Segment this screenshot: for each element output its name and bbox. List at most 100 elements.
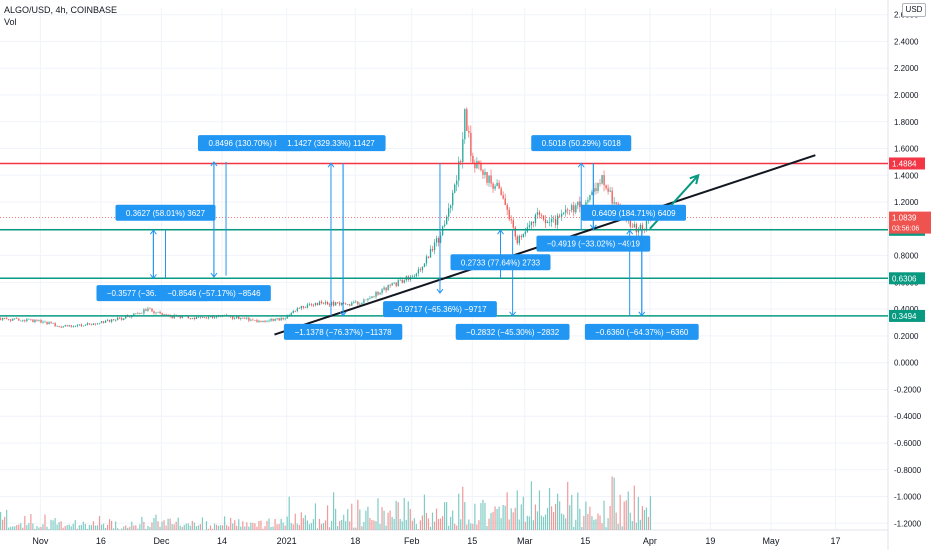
volume-bar — [505, 506, 506, 530]
volume-bar — [327, 505, 328, 530]
candle-body — [293, 311, 294, 313]
volume-bar — [266, 521, 267, 530]
volume-bar — [359, 510, 360, 530]
candle-body — [599, 183, 600, 184]
candle-body — [591, 192, 592, 195]
measurement-label: −1.1378 (−76.37%) −11378 — [295, 328, 393, 337]
volume-bar — [6, 510, 7, 530]
candle-body — [272, 319, 273, 321]
candle-body — [565, 210, 566, 213]
volume-bar — [486, 526, 487, 530]
candle-body — [525, 232, 526, 234]
measurement-label: −0.2832 (−45.30%) −2832 — [466, 328, 560, 337]
candle-body — [85, 325, 86, 326]
volume-bar — [75, 520, 76, 530]
volume-bar — [168, 519, 169, 530]
volume-bar — [321, 524, 322, 530]
volume-bar — [537, 511, 538, 530]
volume-bar — [153, 518, 154, 530]
volume-bar — [50, 520, 51, 530]
candle-body — [438, 238, 439, 243]
volume-bar — [406, 520, 407, 530]
symbol-label: ALGO/USD, 4h, COINBASE — [4, 4, 117, 16]
volume-bar — [496, 509, 497, 530]
volume-bar — [551, 506, 552, 530]
candle-body — [468, 131, 469, 133]
time-tick-label: 17 — [831, 536, 841, 546]
volume-bar — [250, 523, 251, 530]
volume-bar — [387, 513, 388, 530]
candle-body — [319, 302, 320, 306]
candle-body — [281, 318, 282, 320]
candle-body — [121, 318, 122, 320]
volume-bar — [14, 526, 15, 530]
candle-body — [614, 202, 615, 203]
volume-bar — [95, 525, 96, 530]
volume-bar — [375, 521, 376, 530]
volume-bar — [337, 526, 338, 530]
candle-body — [418, 269, 419, 273]
candle-body — [632, 227, 633, 228]
candle-body — [238, 317, 239, 319]
candle-body — [492, 184, 493, 189]
volume-bar — [618, 524, 619, 530]
candle-body — [111, 319, 112, 321]
candle-body — [208, 317, 209, 318]
volume-bar — [501, 518, 502, 530]
candle-body — [200, 317, 201, 318]
candle-body — [264, 321, 265, 322]
candle-body — [117, 318, 118, 320]
volume-bar — [196, 526, 197, 530]
volume-bar — [283, 522, 284, 530]
volume-bar — [539, 490, 540, 530]
candle-body — [541, 215, 542, 216]
volume-bar — [117, 528, 118, 530]
candle-body — [466, 109, 467, 131]
volume-bar — [147, 526, 148, 530]
volume-bar — [331, 521, 332, 530]
volume-bar — [10, 527, 11, 530]
candle-body — [549, 222, 550, 223]
volume-label: Vol — [4, 16, 117, 28]
volume-bar — [630, 513, 631, 530]
measurement: 0.6409 (184.71%) 6409 — [581, 205, 686, 316]
candle-body — [8, 319, 9, 320]
price-tick-label: -0.6000 — [894, 439, 922, 448]
volume-bar — [430, 527, 431, 530]
candle-body — [291, 313, 292, 315]
candle-body — [153, 311, 154, 313]
volume-bar — [125, 525, 126, 530]
volume-bar — [305, 515, 306, 530]
candle-body — [545, 220, 546, 224]
volume-bar — [210, 525, 211, 530]
volume-bar — [557, 494, 558, 530]
candle-body — [61, 327, 62, 328]
volume-bar — [226, 525, 227, 530]
volume-bar — [297, 524, 298, 530]
candle-body — [486, 172, 487, 183]
volume-bar — [620, 495, 621, 530]
volume-bar — [256, 527, 257, 530]
price-tick-label: -0.8000 — [894, 466, 922, 475]
volume-bar — [212, 529, 213, 530]
volume-bar — [424, 495, 425, 530]
candle-body — [214, 317, 215, 318]
volume-bar — [488, 519, 489, 530]
candle-body — [612, 191, 613, 204]
volume-bar — [159, 527, 160, 530]
candle-body — [258, 321, 259, 322]
volume-bar — [325, 520, 326, 530]
candle-body — [387, 285, 388, 290]
volume-bar — [149, 527, 150, 530]
candle-body — [571, 205, 572, 210]
volume-bar — [333, 492, 334, 530]
candle-body — [335, 302, 336, 305]
volume-bar — [480, 503, 481, 530]
volume-bar — [293, 524, 294, 530]
volume-bar — [498, 507, 499, 530]
currency-button[interactable]: USD — [902, 3, 926, 17]
volume-bar — [599, 515, 600, 530]
volume-bar — [468, 519, 469, 530]
